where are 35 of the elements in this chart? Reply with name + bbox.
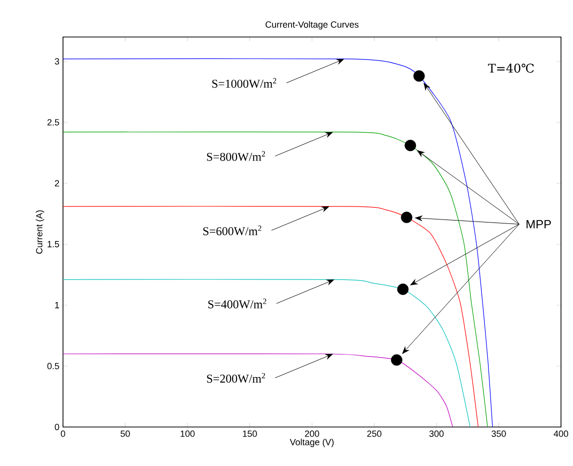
line-series: [62, 132, 488, 428]
chart-title: Current-Voltage Curves: [266, 21, 358, 30]
y-tick-label: 0.5: [47, 362, 60, 370]
y-tick-label: 0: [54, 424, 60, 430]
y-tick-label: 3: [54, 58, 60, 65]
annotation: S=800W/m$^{2}$: [207, 151, 266, 161]
point: [397, 284, 409, 295]
text: MPP: [526, 220, 551, 228]
x-tick-label: 50: [120, 430, 130, 437]
line-series: [62, 353, 453, 428]
x-tick-label: 350: [492, 430, 506, 437]
y-tick-label: 2.5: [47, 119, 60, 126]
annotation: T=40℃: [488, 64, 534, 73]
annotation: S=1000W/m$^{2}$: [212, 78, 276, 88]
x-axis-title: Voltage (V): [290, 438, 334, 448]
point: [413, 70, 425, 82]
x-tick-label: 400: [554, 430, 568, 437]
annotation: S=400W/m$^{2}$: [208, 298, 266, 308]
y-tick-label: 2: [54, 180, 60, 186]
line-series: [62, 206, 479, 428]
annotation: S=600W/m$^{2}$: [203, 226, 262, 236]
point: [400, 212, 412, 224]
x-tick-label: 250: [367, 430, 382, 437]
x-tick-label: 200: [304, 430, 320, 437]
y-tick-label: 1: [55, 302, 60, 308]
point: [390, 354, 402, 366]
x-tick-label: 0: [60, 430, 66, 437]
annotation: S=200W/m$^{2}$: [207, 372, 266, 383]
x-tick-label: 300: [429, 430, 444, 437]
point: [404, 140, 416, 152]
x-tick-label: 150: [242, 430, 257, 437]
y-tick-label: 1.5: [48, 241, 60, 248]
y-axis-title: Current (A): [36, 210, 44, 254]
line-series: [62, 279, 470, 428]
x-tick-label: 100: [180, 430, 195, 437]
